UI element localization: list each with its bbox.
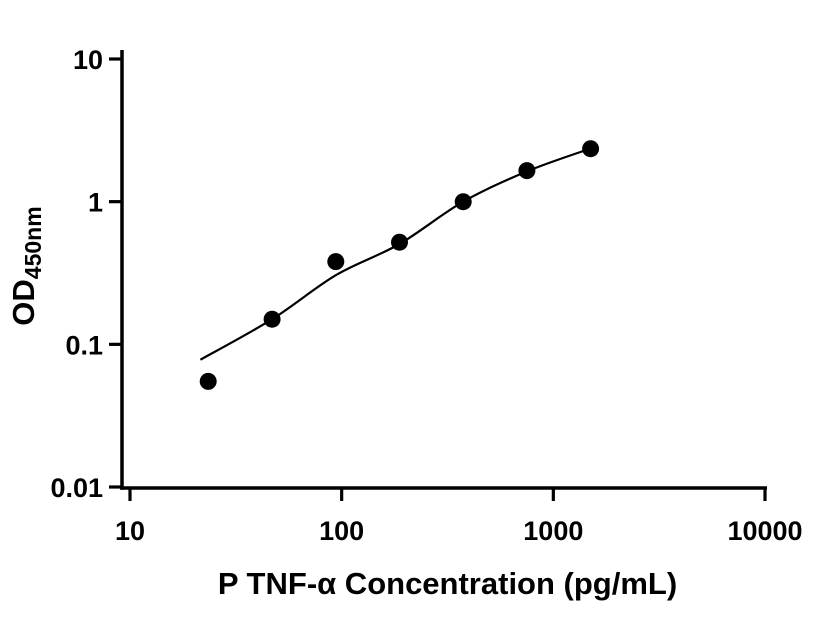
x-tick-label: 10000 xyxy=(727,516,802,546)
data-point xyxy=(391,233,408,251)
fit-curve xyxy=(199,147,591,361)
x-axis-title: P TNF-α Concentration (pg/mL) xyxy=(218,566,677,601)
x-tick-label: 100 xyxy=(319,516,364,546)
y-axis-title-subscript: 450nm xyxy=(20,206,46,279)
data-point xyxy=(454,193,472,211)
data-point xyxy=(327,253,345,271)
y-axis-title: OD450nm xyxy=(6,206,46,325)
x-tick-label: 10 xyxy=(115,516,145,546)
data-point xyxy=(582,140,600,158)
data-point xyxy=(518,162,536,180)
y-tick-label: 10 xyxy=(73,45,103,75)
y-tick-label: 0.1 xyxy=(65,330,103,360)
data-point xyxy=(199,372,217,390)
data-point xyxy=(263,310,281,328)
x-tick-label: 1000 xyxy=(523,516,583,546)
y-tick-label: 1 xyxy=(88,188,103,218)
y-tick-label: 0.01 xyxy=(50,473,103,503)
y-axis-title-main: OD xyxy=(6,279,41,326)
